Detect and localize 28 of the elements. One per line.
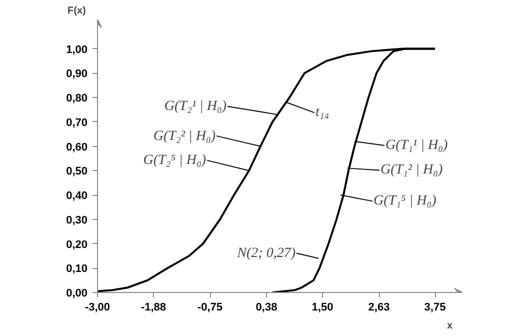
y-tick-label: 1,00 [66, 44, 88, 56]
y-tick-label: 0,30 [66, 214, 88, 226]
annotation: t₁₄ [316, 104, 330, 120]
y-tick-label: 0,20 [66, 238, 88, 251]
y-tick-label: 0,70 [66, 116, 88, 129]
y-tick-label: 0,90 [66, 68, 88, 80]
y-tick-label: 0,50 [66, 166, 88, 178]
x-tick-label: 1,50 [312, 302, 334, 314]
x-tick-label: -3,00 [84, 302, 110, 314]
annotation: G(T₂² | H₀) [153, 128, 216, 144]
annotation: G(T₂¹ | H₀) [164, 99, 227, 114]
y-axis-title: F(x) [68, 6, 86, 16]
y-tick-label: 0,80 [66, 92, 88, 104]
x-axis-title: x [446, 320, 453, 332]
y-tick-label: 0,10 [66, 263, 88, 276]
x-tick-label: 2,63 [368, 302, 390, 314]
y-tick-label: 0,00 [66, 288, 88, 300]
annotation: N(2; 0,27) [236, 246, 296, 261]
x-tick-label: 3,75 [424, 302, 446, 314]
annotation: G(T₂⁵ | H₀) [143, 153, 206, 168]
annotation: G(T₁² | H₀) [380, 162, 443, 178]
annotation: G(T₁⁵ | H₀) [374, 194, 437, 208]
x-tick-label: -0,75 [197, 302, 223, 314]
annotation: G(T₁¹ | H₀) [386, 138, 448, 153]
y-tick-label: 0,60 [66, 141, 88, 154]
x-tick-label: -1,88 [140, 302, 166, 314]
x-tick-label: 0,38 [256, 302, 278, 314]
y-tick-label: 0,40 [66, 190, 88, 202]
